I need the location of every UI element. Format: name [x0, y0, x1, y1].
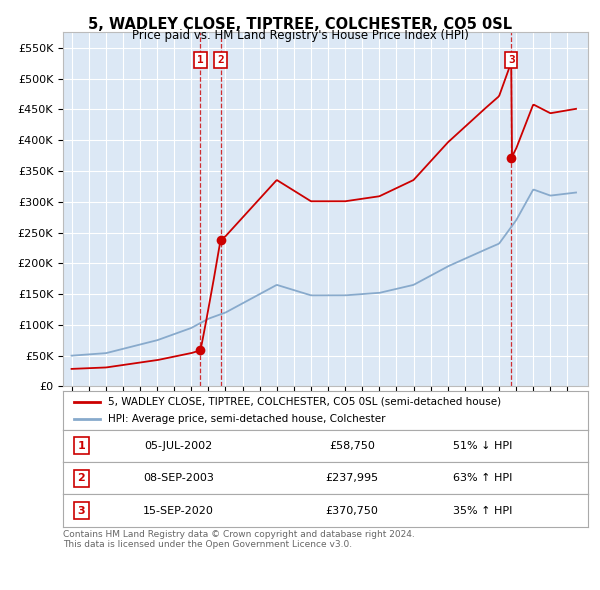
Text: 51% ↓ HPI: 51% ↓ HPI [454, 441, 512, 451]
Text: HPI: Average price, semi-detached house, Colchester: HPI: Average price, semi-detached house,… [107, 414, 385, 424]
Text: 5, WADLEY CLOSE, TIPTREE, COLCHESTER, CO5 0SL (semi-detached house): 5, WADLEY CLOSE, TIPTREE, COLCHESTER, CO… [107, 396, 501, 407]
Text: 63% ↑ HPI: 63% ↑ HPI [454, 473, 512, 483]
Text: £237,995: £237,995 [325, 473, 379, 483]
Text: 2: 2 [77, 473, 85, 483]
Text: 1: 1 [77, 441, 85, 451]
Text: 35% ↑ HPI: 35% ↑ HPI [454, 506, 512, 516]
Text: £58,750: £58,750 [329, 441, 374, 451]
Text: 05-JUL-2002: 05-JUL-2002 [145, 441, 212, 451]
Text: 3: 3 [77, 506, 85, 516]
Text: £370,750: £370,750 [325, 506, 378, 516]
Text: Contains HM Land Registry data © Crown copyright and database right 2024.
This d: Contains HM Land Registry data © Crown c… [63, 530, 415, 549]
Text: 3: 3 [508, 55, 515, 65]
Text: 2: 2 [217, 55, 224, 65]
Text: 1: 1 [197, 55, 204, 65]
Text: 08-SEP-2003: 08-SEP-2003 [143, 473, 214, 483]
Text: Price paid vs. HM Land Registry's House Price Index (HPI): Price paid vs. HM Land Registry's House … [131, 30, 469, 42]
Text: 15-SEP-2020: 15-SEP-2020 [143, 506, 214, 516]
Text: 5, WADLEY CLOSE, TIPTREE, COLCHESTER, CO5 0SL: 5, WADLEY CLOSE, TIPTREE, COLCHESTER, CO… [88, 17, 512, 31]
